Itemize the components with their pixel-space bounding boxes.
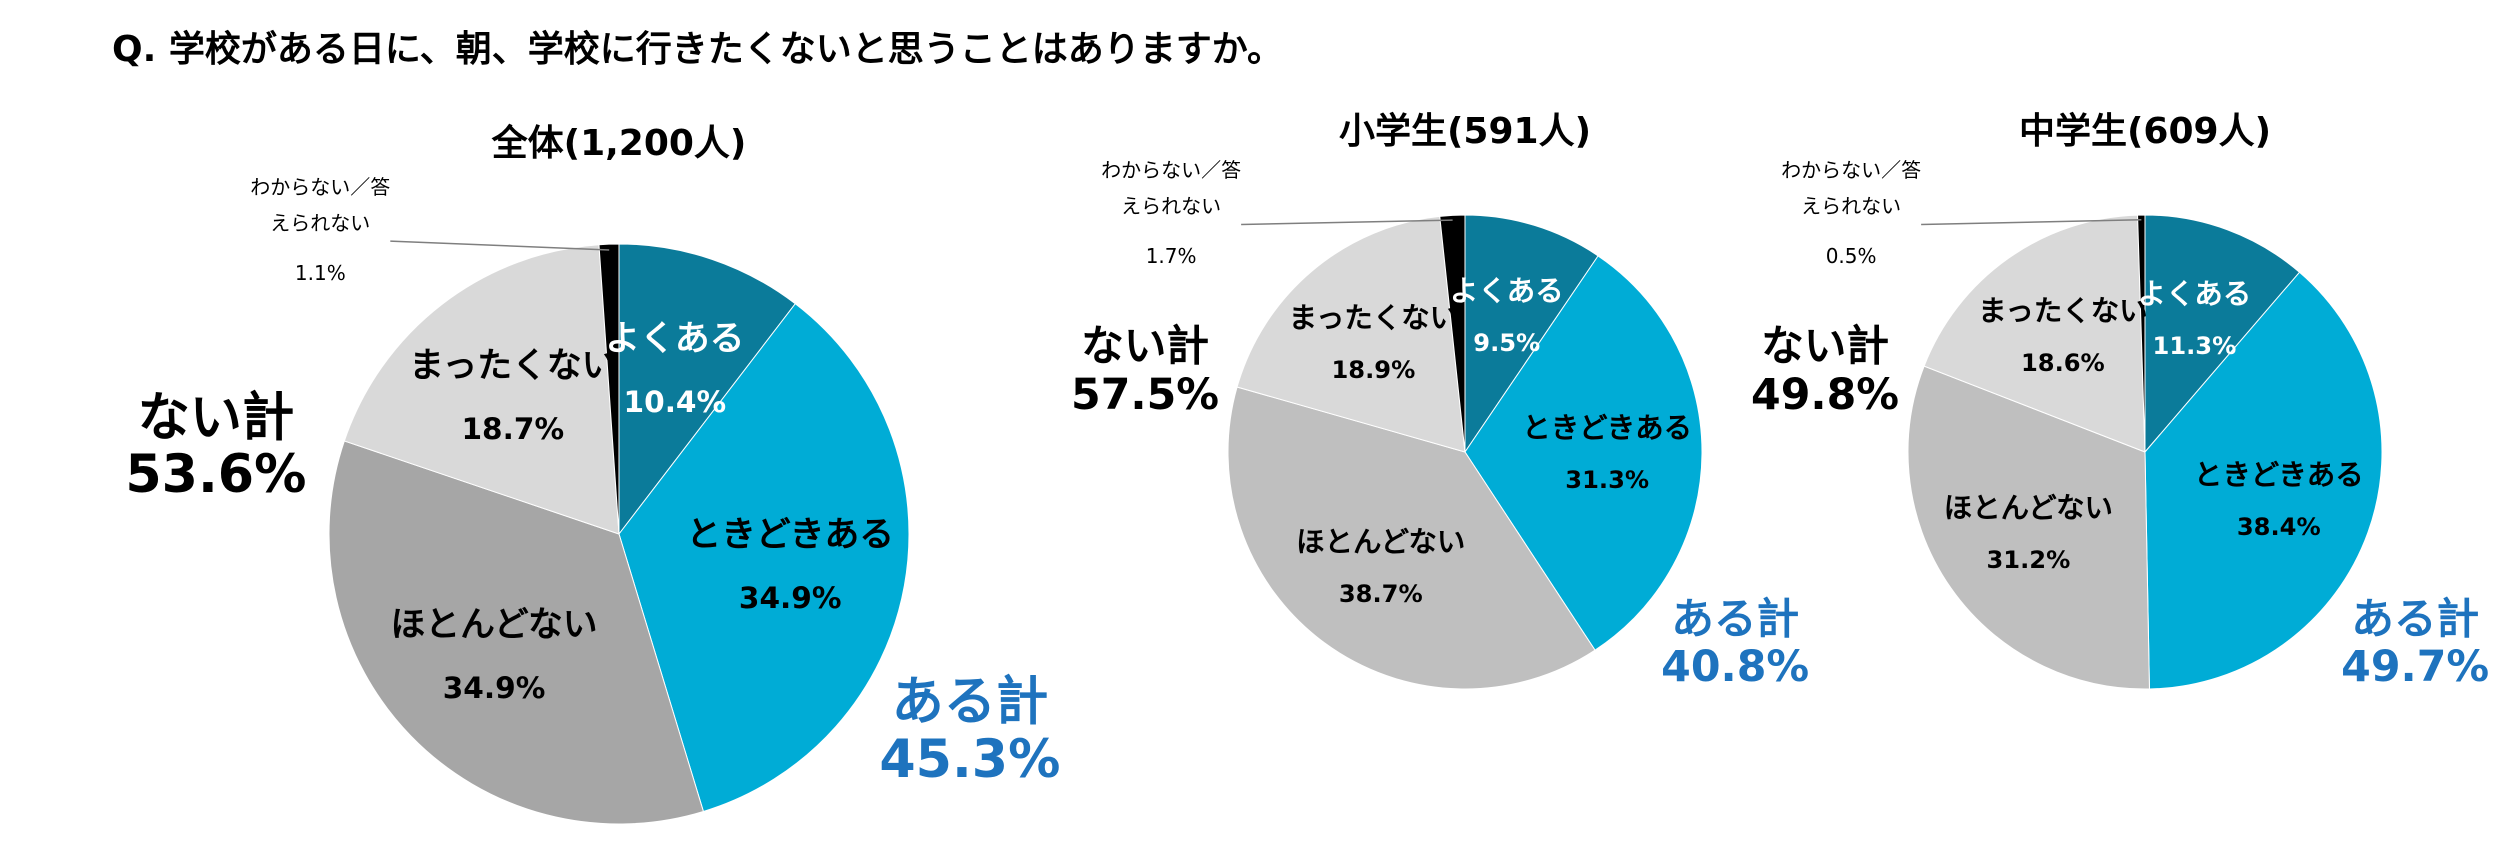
total-value: 49.7%: [2341, 642, 2490, 693]
pie-slice: [618, 243, 797, 536]
pie-slice: [2144, 214, 2301, 454]
slice-value: 34.9%: [442, 671, 546, 706]
total-label: ない計: [137, 387, 295, 448]
slice-label: まったくない: [1288, 301, 1459, 335]
slice-label: ときどきある: [1522, 411, 1693, 445]
slice-label: よくある: [2137, 277, 2252, 311]
pie-title: 中学生(609人): [2018, 111, 2272, 152]
pie-slice: [343, 244, 620, 535]
slice-label: よくある: [605, 319, 745, 360]
total-value: 57.5%: [1071, 369, 1220, 420]
slice-value: 38.4%: [2236, 513, 2321, 542]
slice-value: 18.6%: [2020, 348, 2105, 377]
slice-value: 18.9%: [1331, 356, 1416, 385]
total-label: ある計: [1671, 594, 1800, 645]
slice-value: 31.2%: [1986, 546, 2071, 575]
slice-label: ほとんどない: [1943, 491, 2113, 525]
total-label: ある計: [891, 671, 1049, 732]
total-label: ない計: [1761, 321, 1890, 372]
slice-label: ときどきある: [686, 514, 895, 555]
pie-slice: [2137, 214, 2146, 453]
leader-line: [390, 240, 610, 251]
slice-label: よくある: [1449, 274, 1564, 308]
pie-slice: [618, 303, 910, 813]
slice-label: まったくない: [409, 346, 617, 387]
small-value: 1.1%: [294, 261, 346, 286]
pie-slice: [1923, 214, 2146, 453]
small-value: 0.5%: [1825, 244, 1877, 269]
slice-label: ときどきある: [2193, 458, 2364, 492]
total-label: ある計: [2351, 594, 2480, 645]
slice-value: 11.3%: [2152, 331, 2237, 360]
total-value: 45.3%: [879, 729, 1061, 790]
pie-title: 小学生(591人): [1338, 111, 1592, 152]
slice-label: ほとんどない: [390, 605, 598, 646]
question-title: Q. 学校がある日に、朝、学校に行きたくないと思うことはありますか。: [112, 29, 1284, 70]
small-value: 1.7%: [1145, 244, 1197, 269]
slice-value: 38.7%: [1338, 579, 1423, 608]
slice-value: 34.9%: [738, 581, 842, 616]
pie-slice: [1464, 214, 1599, 454]
small-label: わからない／答えられない: [1781, 158, 1922, 219]
slice-label: まったくない: [1978, 294, 2148, 328]
total-value: 40.8%: [1661, 642, 1810, 693]
pie-slice: [2144, 271, 2383, 690]
total-value: 49.8%: [1751, 369, 1900, 420]
pie-title: 全体(1,200人): [491, 123, 747, 164]
slice-value: 31.3%: [1565, 466, 1650, 495]
pie-slice: [1227, 386, 1596, 690]
pie-slice: [1439, 214, 1466, 453]
slice-label: ほとんどない: [1296, 525, 1466, 559]
pie-slice: [1464, 255, 1703, 651]
slice-value: 9.5%: [1473, 329, 1541, 358]
pie-slice: [598, 243, 620, 535]
pie-slice: [1907, 365, 2150, 690]
pie-slice: [328, 440, 705, 825]
small-label: わからない／答えられない: [1101, 158, 1242, 219]
leader-line: [1241, 219, 1453, 226]
slice-value: 10.4%: [623, 385, 727, 420]
leader-line: [1921, 219, 2142, 226]
total-label: ない計: [1081, 321, 1210, 372]
slice-value: 18.7%: [461, 412, 565, 447]
small-label: わからない／答えられない: [250, 175, 391, 236]
total-value: 53.6%: [125, 445, 307, 506]
